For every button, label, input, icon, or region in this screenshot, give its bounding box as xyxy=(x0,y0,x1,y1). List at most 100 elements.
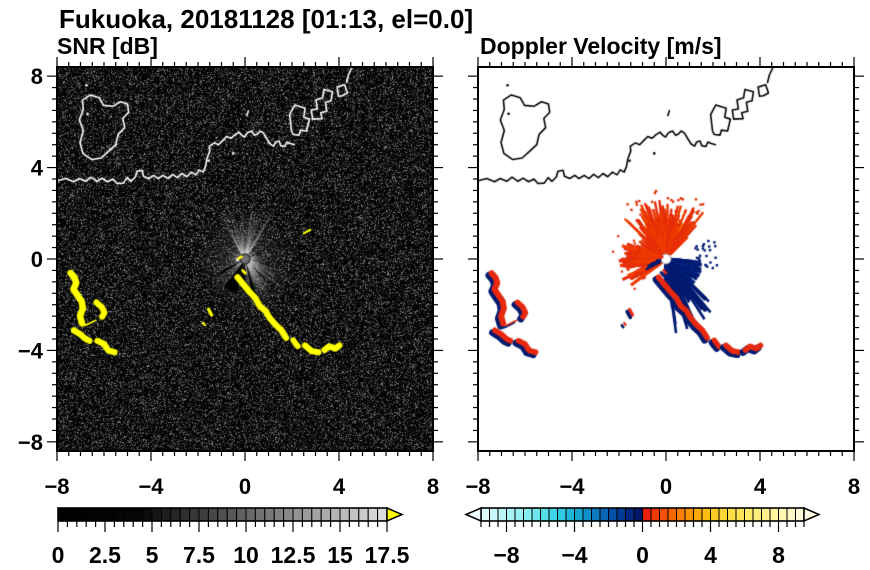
colorbar-label: 0 xyxy=(52,542,65,568)
colorbar-cell xyxy=(95,507,106,522)
colorbar-label: 2.5 xyxy=(89,542,121,568)
x-tick-label: 8 xyxy=(848,474,860,499)
colorbar-over-arrow xyxy=(386,506,404,523)
colorbar-cell xyxy=(735,507,745,522)
colorbar-cell xyxy=(132,507,144,522)
colorbar-cell xyxy=(497,507,507,522)
colorbar-cell xyxy=(693,507,703,522)
x-tick-label: 0 xyxy=(660,474,672,499)
x-tick-label: −8 xyxy=(44,474,69,499)
colorbar-label: 10 xyxy=(233,542,259,568)
colorbar-cell xyxy=(160,507,172,522)
colorbar-cell xyxy=(548,507,558,522)
colorbar-cell xyxy=(633,507,643,522)
colorbar-cell xyxy=(123,507,134,522)
colorbar-cell xyxy=(245,507,256,522)
colorbar-cell xyxy=(769,507,779,522)
x-tick-label: −4 xyxy=(138,474,164,499)
colorbar-cell xyxy=(667,507,677,522)
colorbar-cell xyxy=(330,507,341,522)
colorbar-cell xyxy=(599,507,609,522)
colorbar-label: 5 xyxy=(146,542,159,568)
colorbar-cell xyxy=(659,507,669,522)
colorbar-cell xyxy=(367,507,379,522)
colorbar-cell xyxy=(66,507,78,522)
colorbar-cell xyxy=(480,507,490,522)
colorbar-cell xyxy=(710,507,720,522)
colorbar-cell xyxy=(642,507,652,522)
y-tick-label: 8 xyxy=(31,64,43,89)
colorbar-cell xyxy=(778,507,788,522)
colorbar-cell xyxy=(151,507,162,522)
colorbar-cell xyxy=(320,507,332,522)
colorbar-cell xyxy=(557,507,567,522)
x-tick-label: 8 xyxy=(427,474,439,499)
colorbar-cell xyxy=(565,507,575,522)
colorbar-label: 17.5 xyxy=(365,542,410,568)
colorbar-cell xyxy=(608,507,618,522)
colorbar-cell xyxy=(113,507,125,522)
x-tick-label: −4 xyxy=(559,474,585,499)
colorbar-cell xyxy=(76,507,87,522)
colorbar-cell xyxy=(540,507,550,522)
colorbar-cell xyxy=(761,507,771,522)
colorbar-label: −4 xyxy=(561,542,587,568)
colorbar-cell xyxy=(217,507,228,522)
colorbar-cell xyxy=(179,507,191,522)
colorbar-cell xyxy=(591,507,601,522)
colorbar-label: 4 xyxy=(704,542,717,568)
colorbar-outline xyxy=(480,507,805,522)
colorbar-cell xyxy=(57,507,68,522)
colorbar-cell xyxy=(264,507,275,522)
y-tick-label: −4 xyxy=(18,338,44,363)
colorbar-label: −8 xyxy=(493,542,519,568)
y-tick-label: 0 xyxy=(31,247,43,272)
x-tick-label: 4 xyxy=(754,474,767,499)
colorbar-cell xyxy=(377,507,388,522)
colorbar-cell xyxy=(198,507,209,522)
colorbar-cell xyxy=(301,507,313,522)
colorbar-cell xyxy=(506,507,516,522)
colorbar-cell xyxy=(170,507,181,522)
y-tick-label: 4 xyxy=(31,156,44,181)
colorbar-cell xyxy=(292,507,303,522)
colorbar-label: 12.5 xyxy=(271,542,316,568)
colorbar-cell xyxy=(311,507,322,522)
colorbar-cell xyxy=(189,507,200,522)
colorbar-cell xyxy=(727,507,737,522)
colorbar-cell xyxy=(574,507,584,522)
colorbar-cell xyxy=(752,507,762,522)
colorbar-over-arrow xyxy=(803,506,821,523)
colorbar-cell xyxy=(339,507,350,522)
colorbar-cell xyxy=(348,507,360,522)
colorbar-cell xyxy=(85,507,97,522)
colorbar-cell xyxy=(676,507,686,522)
colorbar-cell xyxy=(283,507,294,522)
colorbar-label: 15 xyxy=(327,542,353,568)
colorbar-cell xyxy=(795,507,805,522)
colorbar-under-arrow xyxy=(464,506,482,523)
colorbar-cell xyxy=(582,507,592,522)
x-tick-label: −8 xyxy=(465,474,490,499)
colorbar-cell xyxy=(358,507,369,522)
snr-map-canvas xyxy=(57,67,433,451)
colorbar-cell xyxy=(226,507,238,522)
colorbar-cell xyxy=(684,507,694,522)
colorbar-cell xyxy=(523,507,533,522)
y-tick-label: −8 xyxy=(18,430,43,455)
x-tick-label: 0 xyxy=(239,474,251,499)
colorbar-cell xyxy=(514,507,524,522)
colorbar-cell xyxy=(650,507,660,522)
colorbar-label: 0 xyxy=(636,542,649,568)
colorbar-cell xyxy=(616,507,626,522)
x-tick-label: 4 xyxy=(333,474,346,499)
colorbar-cell xyxy=(786,507,796,522)
figure-title: Fukuoka, 20181128 [01:13, el=0.0] xyxy=(59,4,474,34)
colorbar-cell xyxy=(531,507,541,522)
colorbar-outline xyxy=(57,507,388,522)
colorbar-cell xyxy=(104,507,115,522)
colorbar-cell xyxy=(207,507,219,522)
vel-panel-title: Doppler Velocity [m/s] xyxy=(480,33,722,59)
colorbar-cell xyxy=(701,507,711,522)
